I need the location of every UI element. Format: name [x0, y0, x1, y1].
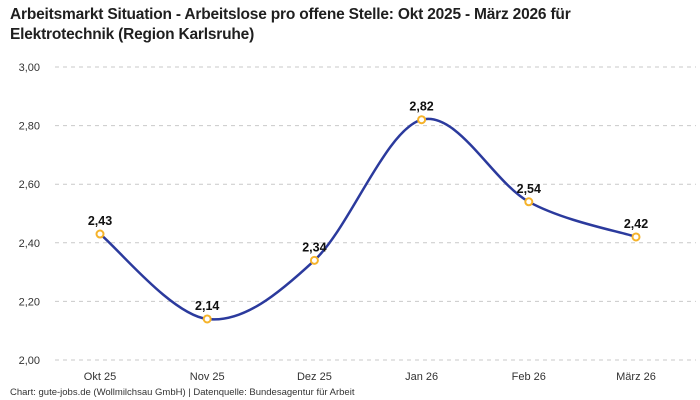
data-point-marker[interactable] — [95, 229, 105, 239]
y-axis-tick-label: 2,80 — [19, 121, 40, 133]
data-point-marker[interactable] — [202, 314, 212, 324]
y-axis-tick-label: 2,20 — [19, 296, 40, 308]
x-axis-tick-label: Okt 25 — [84, 371, 116, 383]
data-point-label: 2,42 — [624, 217, 648, 231]
data-point-label: 2,82 — [409, 100, 433, 114]
y-axis-tick-label: 2,60 — [19, 179, 40, 191]
data-point-marker[interactable] — [631, 232, 641, 242]
y-axis-tick-label: 2,00 — [19, 355, 40, 367]
data-point-label: 2,34 — [302, 240, 326, 254]
data-point-marker[interactable] — [309, 255, 319, 265]
x-axis-tick-label: Feb 26 — [512, 371, 546, 383]
data-point-label: 2,54 — [517, 182, 541, 196]
y-axis-tick-label: 3,00 — [19, 62, 40, 74]
data-point-label: 2,43 — [88, 214, 112, 228]
series-line — [98, 117, 638, 321]
chart-source-caption: Chart: gute-jobs.de (Wollmilchsau GmbH) … — [10, 387, 355, 398]
data-point-label: 2,14 — [195, 299, 219, 313]
x-axis-tick-label: Dez 25 — [297, 371, 332, 383]
data-point-marker[interactable] — [524, 197, 534, 207]
x-axis-tick-label: März 26 — [616, 371, 656, 383]
chart-title: Arbeitsmarkt Situation - Arbeitslose pro… — [10, 6, 571, 43]
data-point-marker[interactable] — [417, 115, 427, 125]
y-axis-tick-label: 2,40 — [19, 238, 40, 250]
x-axis-tick-label: Nov 25 — [190, 371, 225, 383]
x-axis-tick-label: Jan 26 — [405, 371, 438, 383]
